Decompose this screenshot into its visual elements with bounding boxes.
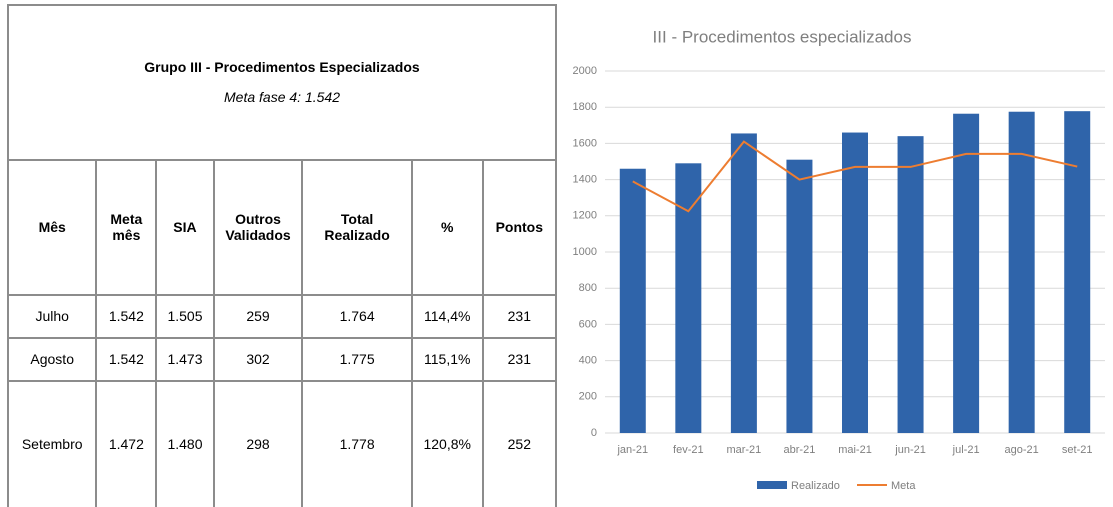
x-tick-label: ago-21 [1005,444,1039,456]
header-cell: Mês [6,158,98,296]
data-table: Grupo III - Procedimentos Especializados… [6,4,558,507]
y-tick-label: 2000 [573,65,597,77]
table-cell: 1.542 [95,336,158,382]
bar [897,136,924,433]
bar [953,113,980,433]
header-cell: SIA [155,158,215,296]
table-cell: 1.473 [155,336,215,382]
table-cell: Setembro [6,379,98,507]
x-tick-label: jun-21 [894,444,926,456]
legend-label: Realizado [791,480,840,492]
table-cell: 252 [481,379,558,507]
header-cell: Pontos [481,158,558,296]
table-cell: 1.472 [95,379,158,507]
header-row: Mês Meta mês SIA Outros Validados Total Real… [6,158,558,296]
table-cell: 120,8% [410,379,484,507]
legend-label: Meta [891,480,916,492]
header-cell: Total Realizado [301,158,413,296]
table-row: Agosto 1.542 1.473 302 1.775 115,1% 231 [6,336,558,382]
y-tick-label: 400 [579,355,597,367]
title-cell: Grupo III - Procedimentos Especializados… [7,4,557,161]
y-tick-label: 1200 [573,210,597,222]
y-tick-label: 1800 [573,101,597,113]
table-cell: 114,4% [410,293,484,339]
x-tick-label: fev-21 [673,444,704,456]
x-tick-label: jan-21 [616,444,648,456]
table-cell: Agosto [6,336,98,382]
y-tick-label: 200 [579,391,597,403]
bar [842,132,868,434]
bar [1008,111,1035,433]
table-cell: 1.542 [95,293,158,339]
y-tick-label: 0 [591,427,597,439]
table-cell: 115,1% [410,336,484,382]
line [632,140,1078,213]
table-cell: 1.778 [301,379,413,507]
y-tick-label: 800 [579,282,597,294]
table-row: Julho 1.542 1.505 259 1.764 114,4% 231 [6,293,558,339]
title-row: Grupo III - Procedimentos Especializados… [7,4,557,161]
table-cell: 231 [481,336,558,382]
y-tick-label: 1400 [573,174,597,186]
table-subtitle: Meta fase 4: 1.542 [224,89,340,106]
bar [619,168,646,434]
chart: III - Procedimentos especializados 0 200 4… [573,27,1105,492]
table-cell: 302 [212,336,304,382]
table-cell: 1.480 [155,379,215,507]
header-cell: Meta mês [95,158,158,296]
header-cell: Outros Validados [212,158,304,296]
x-tick-label: abr-21 [784,444,816,456]
bar [1064,111,1091,433]
table-cell: 259 [212,293,304,339]
table-title: Grupo III - Procedimentos Especializados [144,59,420,76]
y-tick-label: 1000 [573,246,597,258]
bar [675,163,702,433]
table-row: Setembro 1.472 1.480 298 1.778 120,8% 252 [6,379,558,507]
y-tick-label: 600 [579,318,597,330]
table-cell: Julho [6,293,98,339]
table-cell: 298 [212,379,304,507]
header-cell: % [410,158,484,296]
y-tick-label: 1600 [573,137,597,149]
table-cell: 1.505 [155,293,215,339]
legend-swatch [757,481,787,489]
x-tick-label: set-21 [1062,444,1093,456]
table-cell: 1.764 [301,293,413,339]
x-tick-label: mar-21 [726,444,761,456]
bar [730,133,757,433]
x-tick-label: jul-21 [952,444,980,456]
table-cell: 1.775 [301,336,413,382]
table-cell: 231 [481,293,558,339]
chart-title: III - Procedimentos especializados [653,27,912,46]
x-tick-label: mai-21 [838,444,872,456]
bar [786,159,813,433]
